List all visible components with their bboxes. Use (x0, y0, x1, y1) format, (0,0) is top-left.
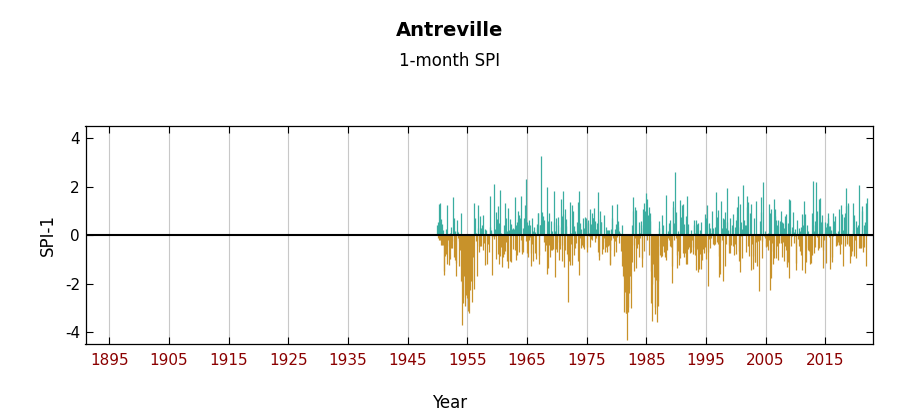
Text: Year: Year (432, 394, 468, 412)
Text: 1-month SPI: 1-month SPI (400, 52, 500, 71)
Y-axis label: SPI-1: SPI-1 (39, 214, 57, 256)
Text: Antreville: Antreville (396, 21, 504, 40)
